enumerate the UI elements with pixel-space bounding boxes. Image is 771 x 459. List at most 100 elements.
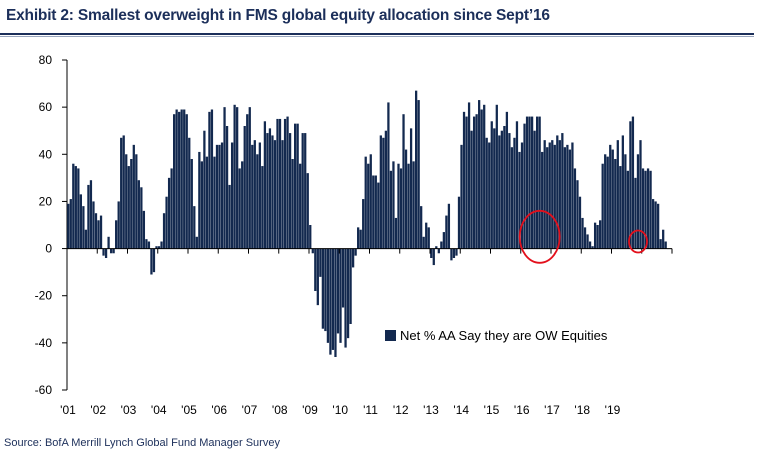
data-bar (291, 159, 294, 249)
data-bar (651, 199, 655, 249)
data-bar (372, 175, 375, 249)
data-bar (498, 135, 501, 249)
data-bar (299, 163, 302, 249)
data-bar (657, 203, 660, 249)
data-bar (346, 248, 350, 339)
data-bar (140, 187, 143, 249)
data-bar (278, 118, 282, 249)
x-tick-label: '03 (121, 403, 137, 417)
data-bar (200, 161, 203, 249)
data-bar (387, 102, 390, 249)
data-bar (483, 104, 486, 249)
x-tick-label: '02 (90, 403, 106, 417)
data-bar (626, 170, 630, 249)
data-bar (314, 248, 317, 291)
data-bar (329, 248, 332, 355)
data-bar (596, 225, 599, 249)
x-tick-label: '13 (423, 403, 439, 417)
data-bar (558, 140, 561, 249)
data-bar (427, 227, 430, 249)
data-bar (188, 137, 191, 249)
source-note: Source: BofA Merrill Lynch Global Fund M… (4, 437, 280, 449)
data-bar (606, 156, 609, 249)
data-bar (334, 248, 337, 357)
data-bar (243, 126, 246, 249)
data-bar (614, 159, 617, 249)
data-bar (551, 140, 554, 249)
data-bar (593, 222, 597, 249)
data-bar (336, 248, 340, 334)
data-bar (165, 196, 168, 249)
data-bar (467, 102, 471, 249)
data-bar (541, 151, 544, 249)
data-bar (268, 128, 272, 249)
data-bar (256, 154, 259, 249)
data-bar (591, 246, 594, 249)
data-bar (117, 201, 120, 249)
data-bar (178, 111, 181, 249)
data-bar (402, 114, 405, 249)
data-bar (130, 159, 133, 249)
data-bar (442, 232, 445, 249)
x-tick-label: '07 (242, 403, 258, 417)
data-bar (319, 248, 322, 277)
data-bar (271, 135, 274, 249)
y-tick-label: 40 (39, 147, 53, 161)
data-bar (536, 116, 539, 249)
data-bar (137, 180, 140, 249)
data-bar (415, 90, 418, 249)
data-bar (359, 229, 362, 249)
x-tick-label: '19 (605, 403, 621, 417)
x-tick-label: '14 (453, 403, 469, 417)
data-bar (241, 161, 244, 249)
data-bar (508, 133, 511, 249)
data-bar (175, 109, 178, 249)
data-bar (553, 144, 556, 249)
data-bar (475, 114, 478, 249)
data-bar (193, 206, 196, 249)
data-bar (160, 241, 163, 249)
data-bar (122, 135, 125, 249)
data-bar (112, 248, 115, 254)
data-bar (462, 111, 466, 249)
data-bar (283, 118, 287, 249)
data-bar (399, 168, 403, 249)
data-bar (167, 177, 171, 249)
y-tick-label: 20 (39, 194, 53, 208)
data-bar (183, 109, 186, 249)
data-bar (344, 248, 347, 348)
data-bar (404, 149, 408, 249)
data-bar (566, 144, 569, 249)
x-tick-label: '05 (181, 403, 197, 417)
data-bar (253, 140, 256, 249)
x-tick-label: '16 (514, 403, 530, 417)
data-bar (180, 109, 183, 249)
data-bar (87, 184, 90, 249)
data-bar (115, 220, 118, 249)
data-bar (208, 111, 211, 249)
data-bar (480, 109, 483, 249)
chart-title: Exhibit 2: Smallest overweight in FMS gl… (6, 7, 550, 24)
data-bar (304, 133, 307, 249)
x-tick-label: '06 (211, 403, 227, 417)
data-bar (520, 142, 524, 249)
data-bar (485, 137, 488, 249)
data-bar (223, 107, 226, 249)
data-bar (195, 236, 198, 249)
data-bar (472, 116, 476, 249)
y-tick-label: 60 (39, 100, 53, 114)
data-bar (220, 142, 224, 249)
data-bar (84, 229, 88, 249)
data-bar (649, 170, 652, 249)
data-bar (621, 135, 624, 249)
data-bar (478, 100, 481, 249)
data-bar (377, 182, 380, 249)
data-bar (425, 222, 428, 249)
y-tick-label: 80 (39, 53, 53, 67)
data-bar (389, 170, 393, 249)
data-bar (92, 201, 95, 249)
legend-label: Net % AA Say they are OW Equities (400, 328, 608, 343)
data-bar (440, 241, 443, 249)
data-bar (94, 213, 98, 249)
data-bar (641, 168, 645, 249)
